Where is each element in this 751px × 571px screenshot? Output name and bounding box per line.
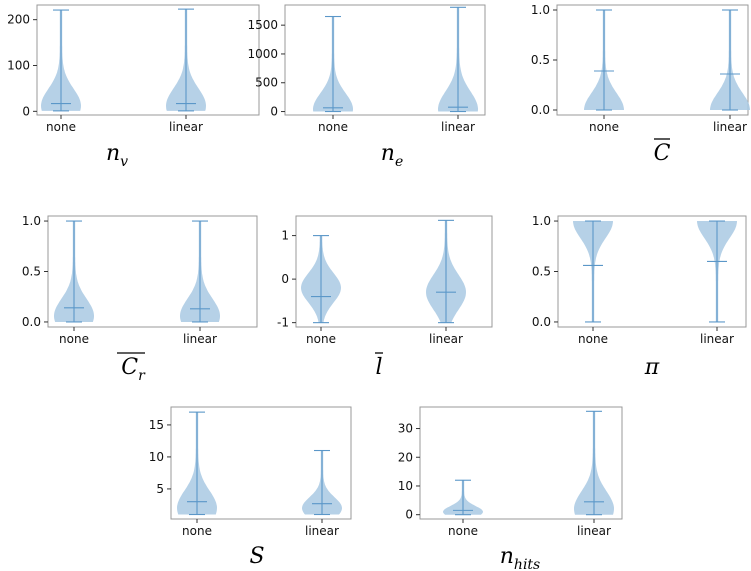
subplot-3: 0.0 0.5 1.0 none linear	[22, 214, 258, 346]
y-tick-label: 0.5	[531, 53, 550, 67]
y-tick-label: -1	[277, 316, 289, 330]
y-tick-label: 1000	[247, 47, 278, 61]
y-tick-label: 10	[398, 479, 413, 493]
y-tick-label: 10	[149, 450, 164, 464]
x-tick-label: linear	[169, 120, 203, 134]
x-tick-label: linear	[305, 524, 339, 538]
y-tick-label: 1.0	[532, 214, 551, 228]
y-tick-label: 1	[281, 229, 289, 243]
chart-title-7: nhits	[500, 544, 540, 571]
plot-frame	[284, 4, 486, 116]
chart-title-3: Cr	[121, 355, 146, 384]
y-tick-label: 200	[7, 13, 30, 27]
x-tick-label: linear	[441, 120, 475, 134]
x-tick-label: none	[448, 524, 478, 538]
subplot-4: -1 0 1 none linear	[277, 215, 493, 346]
y-tick-label: 20	[398, 450, 413, 464]
y-tick-label: 500	[255, 76, 278, 90]
y-tick-label: 0.0	[531, 103, 550, 117]
x-tick-label: none	[578, 332, 608, 346]
x-tick-label: none	[318, 120, 348, 134]
x-tick-label: linear	[700, 332, 734, 346]
x-tick-label: none	[589, 120, 619, 134]
y-tick-label: 0	[270, 105, 278, 119]
x-tick-label: none	[46, 120, 76, 134]
plot-frame	[419, 406, 623, 520]
subplot-5: 0.0 0.5 1.0 none linear	[532, 214, 747, 346]
y-tick-label: 0	[22, 104, 30, 118]
x-tick-label: none	[182, 524, 212, 538]
x-tick-label: linear	[577, 524, 611, 538]
subplot-0: 0 100 200 none linear	[7, 4, 260, 134]
subplot-2: 0.0 0.5 1.0 none linear	[531, 3, 750, 134]
subplot-7: 0 10 20 30 none linear	[398, 406, 623, 538]
y-tick-label: 1500	[247, 18, 278, 32]
y-tick-label: 0.5	[22, 265, 41, 279]
y-tick-label: 100	[7, 59, 30, 73]
subplot-6: 5 10 15 none linear	[149, 406, 352, 538]
chart-title-5: π	[644, 355, 660, 380]
y-tick-label: 0	[281, 272, 289, 286]
chart-title-4: l	[375, 355, 382, 380]
y-tick-label: 0.0	[22, 315, 41, 329]
plot-frame	[36, 4, 260, 116]
chart-title-1: ne	[381, 141, 403, 170]
subplot-1: 0 500 1000 1500 none linear	[247, 4, 486, 134]
x-tick-label: linear	[183, 332, 217, 346]
x-tick-label: linear	[713, 120, 747, 134]
y-tick-label: 0.0	[532, 315, 551, 329]
x-tick-label: none	[59, 332, 89, 346]
plot-frame	[170, 406, 352, 520]
y-tick-label: 0.5	[532, 265, 551, 279]
y-tick-label: 1.0	[22, 214, 41, 228]
y-tick-label: 0	[405, 508, 413, 522]
plot-frame	[295, 215, 493, 328]
x-tick-label: none	[306, 332, 336, 346]
y-tick-label: 30	[398, 422, 413, 436]
y-tick-label: 5	[156, 482, 164, 496]
x-tick-label: linear	[429, 332, 463, 346]
y-tick-label: 15	[149, 418, 164, 432]
chart-title-2: C	[654, 141, 671, 166]
chart-title-6: S	[249, 544, 264, 569]
chart-title-0: nv	[106, 141, 128, 170]
y-tick-label: 1.0	[531, 3, 550, 17]
